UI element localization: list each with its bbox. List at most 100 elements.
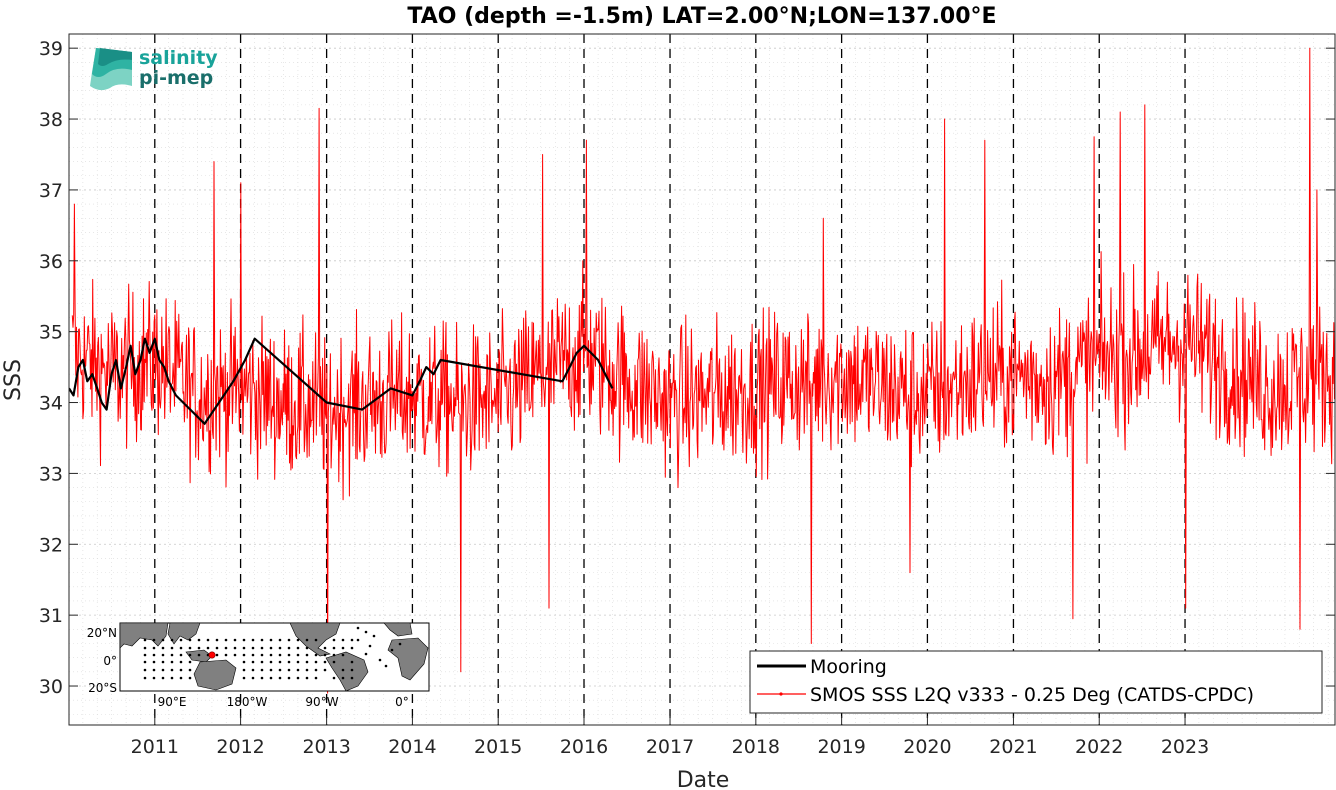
station-dot xyxy=(350,660,354,664)
mooring-series-line xyxy=(69,337,614,425)
station-dot xyxy=(170,668,174,672)
y-tick-label: 39 xyxy=(39,38,63,60)
y-tick-label: 34 xyxy=(39,393,63,415)
series-layer xyxy=(69,47,1335,694)
station-dot xyxy=(179,660,183,664)
station-dot xyxy=(384,664,388,668)
station-dot xyxy=(242,676,246,680)
station-dot xyxy=(323,646,327,650)
station-dot xyxy=(242,646,246,650)
station-dot xyxy=(314,660,318,664)
station-dot xyxy=(170,660,174,664)
station-dot xyxy=(170,638,174,642)
station-dot xyxy=(188,668,192,672)
station-dot xyxy=(152,660,156,664)
station-dot xyxy=(215,646,219,650)
station-dot xyxy=(161,638,165,642)
station-dot xyxy=(170,676,174,680)
station-dot xyxy=(305,660,309,664)
station-dot xyxy=(224,638,228,642)
station-dot xyxy=(350,638,354,642)
station-dot xyxy=(278,653,282,657)
station-dot xyxy=(251,676,255,680)
map-lat-tick: 0° xyxy=(103,654,117,668)
legend-marker-smos xyxy=(779,692,783,696)
x-tick-label: 2012 xyxy=(216,736,264,758)
x-axis: 2011 2012 2013 2014 2015 2016 2017 2018 2019 2020… xyxy=(131,716,1209,758)
station-dot xyxy=(260,646,264,650)
station-dot xyxy=(143,668,147,672)
station-dot xyxy=(332,638,336,642)
station-dot xyxy=(364,652,368,656)
y-tick-label: 36 xyxy=(39,251,63,273)
station-dot xyxy=(372,634,376,638)
station-dot xyxy=(251,646,255,650)
x-tick-label: 2023 xyxy=(1161,736,1209,758)
x-tick-label: 2018 xyxy=(732,736,780,758)
station-dot xyxy=(170,646,174,650)
station-dot xyxy=(350,668,354,672)
y-axis: 30 31 32 33 34 35 36 37 38 39 xyxy=(39,38,1335,698)
station-dot xyxy=(152,653,156,657)
station-dot xyxy=(179,638,183,642)
station-dot xyxy=(314,638,318,642)
station-dot xyxy=(179,668,183,672)
station-dot xyxy=(287,646,291,650)
x-tick-label: 2011 xyxy=(131,736,179,758)
station-dot xyxy=(233,646,237,650)
station-dot xyxy=(287,653,291,657)
station-dot xyxy=(305,668,309,672)
station-dot xyxy=(161,668,165,672)
y-tick-label: 30 xyxy=(39,676,63,698)
x-tick-label: 2013 xyxy=(302,736,350,758)
station-dot xyxy=(260,676,264,680)
map-lon-tick: 180°W xyxy=(227,695,268,709)
y-tick-label: 32 xyxy=(39,534,63,556)
station-dot xyxy=(260,668,264,672)
station-dot xyxy=(368,644,372,648)
station-dot xyxy=(314,668,318,672)
station-dot xyxy=(356,638,360,642)
x-tick-label: 2020 xyxy=(903,736,951,758)
station-dot xyxy=(161,660,165,664)
station-dot xyxy=(269,653,273,657)
y-axis-label: SSS xyxy=(1,359,26,401)
station-dot xyxy=(242,653,246,657)
station-dot xyxy=(341,668,345,672)
station-dot xyxy=(242,638,246,642)
x-axis-label: Date xyxy=(677,768,730,790)
station-dot xyxy=(233,638,237,642)
station-dot xyxy=(332,660,336,664)
station-dot xyxy=(314,676,318,680)
x-tick-label: 2015 xyxy=(474,736,522,758)
station-dot xyxy=(323,660,327,664)
station-dot xyxy=(143,653,147,657)
station-dot xyxy=(242,660,246,664)
station-dot xyxy=(296,676,300,680)
station-dot xyxy=(332,676,336,680)
station-dot xyxy=(287,676,291,680)
station-dot xyxy=(356,626,360,630)
station-dot xyxy=(251,668,255,672)
station-dot xyxy=(269,660,273,664)
station-dot xyxy=(287,660,291,664)
station-dot xyxy=(378,658,382,662)
station-dot xyxy=(260,660,264,664)
station-dot xyxy=(332,653,336,657)
station-dot xyxy=(323,653,327,657)
station-dot xyxy=(161,646,165,650)
x-tick-label: 2021 xyxy=(989,736,1037,758)
station-dot xyxy=(287,668,291,672)
station-dot xyxy=(269,638,273,642)
station-dot xyxy=(269,646,273,650)
station-dot xyxy=(260,653,264,657)
station-dot xyxy=(296,653,300,657)
station-dot xyxy=(350,646,354,650)
station-dot xyxy=(188,638,192,642)
inset-map: 20°N 0° 20°S 90°E 180°W 90°W 0° xyxy=(87,622,430,709)
inset-map-selected-station xyxy=(208,651,216,659)
station-dot xyxy=(305,646,309,650)
legend-label-smos: SMOS SSS L2Q v333 - 0.25 Deg (CATDS-CPDC… xyxy=(810,684,1254,706)
station-dot xyxy=(364,630,368,634)
station-dot xyxy=(242,668,246,672)
